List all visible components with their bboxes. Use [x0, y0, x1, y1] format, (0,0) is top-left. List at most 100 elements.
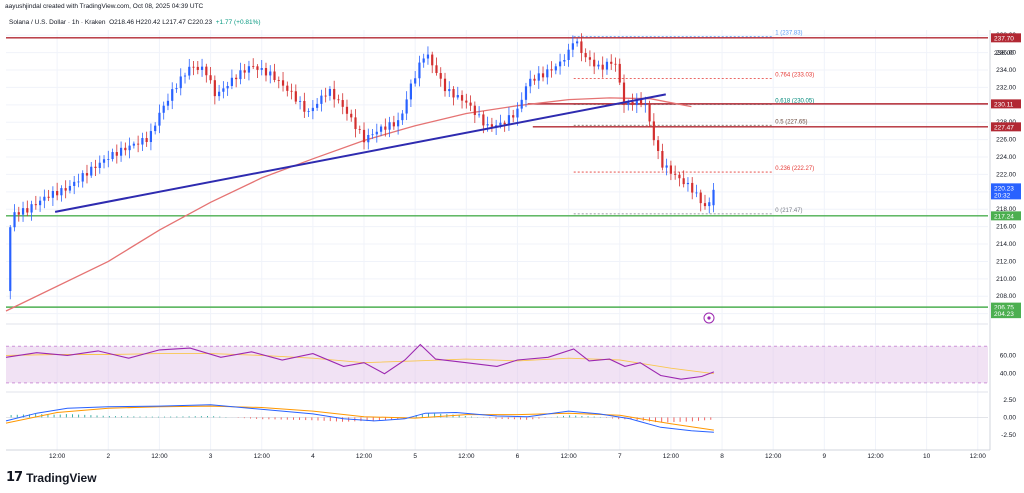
- candle-body: [448, 89, 451, 92]
- candle-body: [486, 124, 489, 126]
- candle-body: [473, 105, 476, 115]
- tradingview-logo[interactable]: 17 TradingView: [6, 470, 97, 485]
- candle-body: [137, 143, 140, 145]
- candle-body: [286, 85, 289, 91]
- horizontal-levels: [6, 37, 988, 308]
- candle-body: [9, 227, 12, 292]
- time-tick-label: 5: [413, 453, 417, 460]
- ohlc-values: O218.46 H220.42 L217.47 C220.23: [109, 19, 213, 26]
- candle-body: [154, 125, 157, 132]
- candle-body: [460, 95, 464, 101]
- candle-body: [162, 105, 165, 113]
- candle-body: [392, 122, 395, 127]
- price-badge-text: 237.70: [994, 35, 1014, 42]
- candle-body: [452, 89, 455, 98]
- candle-body: [512, 115, 515, 118]
- candle-body: [73, 181, 76, 186]
- time-tick-label: 12:00: [663, 453, 680, 460]
- candle-body: [456, 95, 459, 98]
- candle-body: [622, 82, 626, 105]
- candle-body: [90, 166, 93, 176]
- candle-body: [290, 90, 293, 92]
- candle-body: [362, 129, 366, 143]
- candle-body: [273, 71, 276, 81]
- time-tick-label: 12:00: [356, 453, 373, 460]
- candle-body: [691, 182, 694, 193]
- candle-body: [644, 104, 647, 106]
- price-tick-label: 218.00: [996, 206, 1016, 213]
- candle-body: [38, 200, 42, 206]
- trendline[interactable]: [54, 93, 666, 213]
- candle-body: [529, 78, 532, 87]
- price-tick-label: 222.00: [996, 171, 1016, 178]
- time-tick-label: 10: [923, 453, 931, 460]
- time-tick-label: 3: [209, 453, 213, 460]
- candle-body: [686, 182, 690, 185]
- candle-body: [537, 73, 540, 81]
- candle-body: [111, 152, 114, 160]
- candle-body: [639, 98, 643, 105]
- candle-body: [426, 54, 430, 59]
- candle-body: [350, 113, 353, 118]
- macd-tick-label: 0.00: [1003, 414, 1016, 421]
- price-badge-text: 204.23: [994, 311, 1014, 318]
- time-tick-label: 12:00: [765, 453, 782, 460]
- candle-body: [597, 64, 600, 67]
- candle-body: [149, 131, 153, 143]
- candle-body: [337, 99, 340, 101]
- candle-body: [324, 95, 327, 97]
- price-tick-label: 214.00: [996, 241, 1016, 248]
- candle-body: [320, 95, 323, 104]
- candle-body: [379, 126, 383, 132]
- price-badge-bg: [991, 33, 1021, 43]
- price-tick-label: 208.00: [996, 293, 1016, 300]
- candle-body: [669, 165, 672, 174]
- candle-body: [580, 41, 583, 54]
- chart-author-header: aayushjindal created with TradingView.co…: [5, 3, 204, 10]
- candle-body: [469, 102, 472, 106]
- candle-body: [158, 112, 161, 126]
- rsi-line: [5, 343, 715, 380]
- time-tick-label: 12:00: [151, 453, 168, 460]
- candle-body: [601, 64, 604, 70]
- price-badge-bg: [991, 122, 1021, 132]
- price-tick-label: 210.00: [996, 276, 1016, 283]
- candle-body: [605, 61, 609, 70]
- candle-body: [708, 202, 711, 207]
- symbol-name: Solana / U.S. Dollar · 1h · Kraken: [9, 19, 106, 26]
- candle-body: [98, 162, 101, 168]
- price-tick-label: 216.00: [996, 224, 1016, 231]
- candle-body: [269, 71, 272, 76]
- candle-body: [205, 66, 208, 76]
- candle-body: [196, 66, 199, 70]
- target-icon[interactable]: [703, 312, 715, 324]
- candle-body: [712, 189, 715, 206]
- candle-body: [166, 100, 170, 106]
- candle-body: [588, 57, 592, 60]
- price-change: +1.77 (+0.81%): [215, 19, 261, 26]
- candle-body: [30, 204, 33, 213]
- candle-body: [503, 122, 506, 125]
- candle-body: [443, 78, 447, 92]
- rsi-tick-label: 60.00: [1000, 352, 1017, 359]
- candle-body: [409, 83, 413, 100]
- candle-body: [516, 108, 519, 118]
- time-tick-label: 12:00: [560, 453, 577, 460]
- candle-body: [550, 69, 553, 71]
- candle-body: [333, 88, 336, 100]
- trendline-segment: [54, 93, 666, 213]
- time-tick-label: 4: [311, 453, 315, 460]
- time-tick-label: 12:00: [458, 453, 475, 460]
- candle-body: [260, 68, 263, 70]
- candle-body: [648, 104, 651, 122]
- fib-label-1: 1 (237.83): [775, 31, 802, 37]
- candle-body: [252, 66, 255, 68]
- candle-body: [311, 107, 314, 112]
- candle-body: [222, 88, 225, 92]
- candle-body: [141, 138, 144, 145]
- candle-body: [239, 70, 242, 80]
- candle-body: [507, 115, 511, 125]
- candle-body: [695, 192, 698, 194]
- candle-body: [490, 124, 493, 127]
